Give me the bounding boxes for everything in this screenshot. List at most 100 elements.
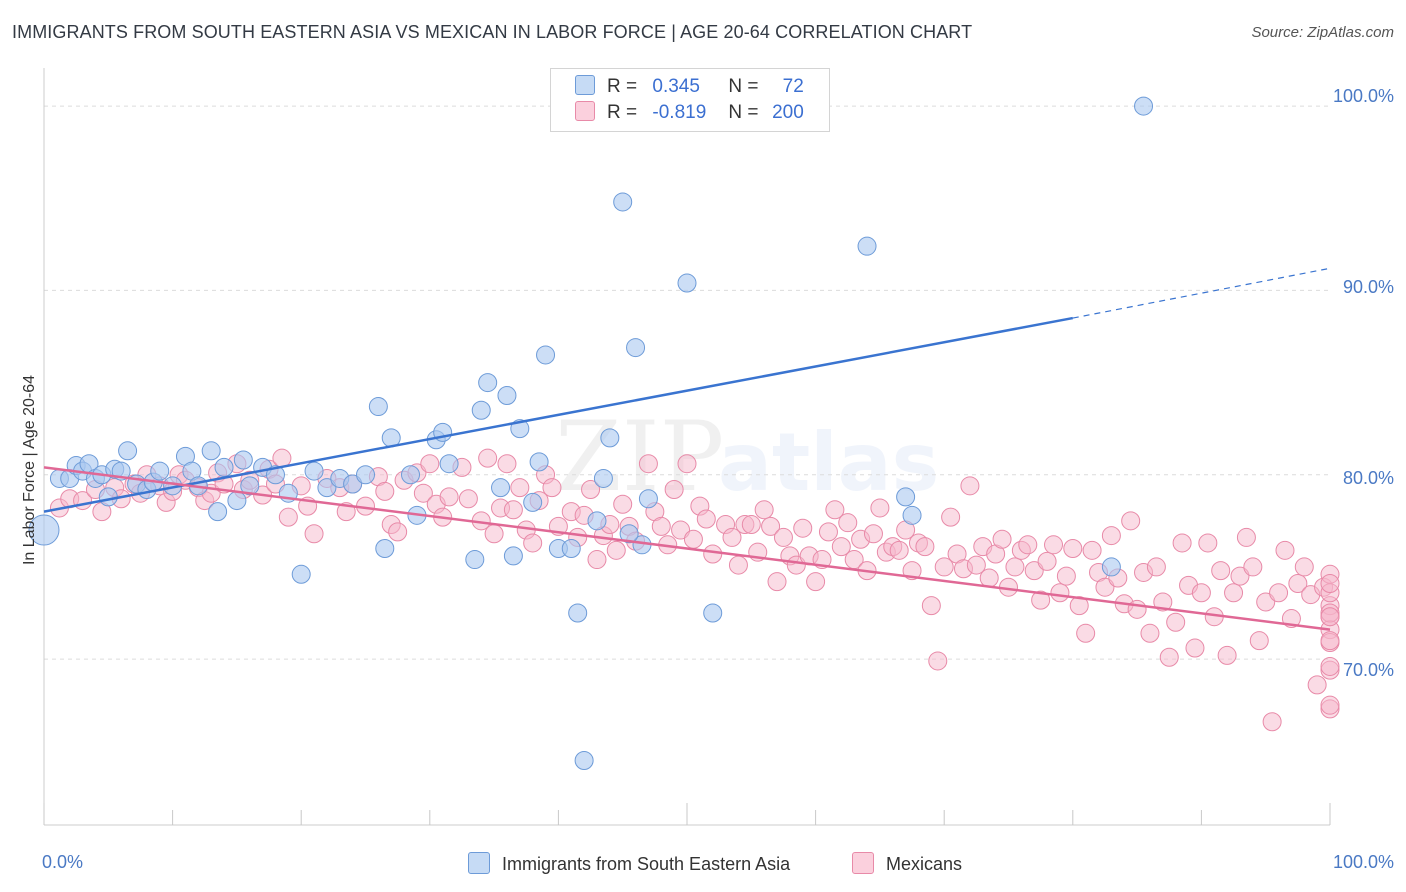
mexicans-point: [941, 507, 961, 527]
mexicans-point: [1121, 511, 1141, 531]
mexicans-point: [1262, 712, 1282, 732]
mexicans-point: [773, 527, 793, 547]
mexicans-point: [1146, 557, 1166, 577]
mexicans-point: [696, 509, 716, 529]
mexicans-point: [304, 524, 324, 544]
mexicans-point: [870, 498, 890, 518]
mexicans-point: [420, 454, 440, 474]
legend-swatch-mexicans: [575, 101, 595, 121]
sea-point: [1134, 96, 1154, 116]
sea-point: [214, 457, 234, 477]
mexicans-point: [960, 476, 980, 496]
mexicans-point: [1236, 527, 1256, 547]
mexicans-point: [754, 500, 774, 520]
chart-source: Source: ZipAtlas.com: [1251, 24, 1394, 41]
mexicans-point: [722, 527, 742, 547]
mexicans-point: [1288, 574, 1308, 594]
mexicans-point: [921, 596, 941, 616]
mexicans-point: [934, 557, 954, 577]
y-tick-80: 80.0%: [1342, 468, 1394, 488]
legend-n-label: N =: [728, 76, 759, 97]
mexicans-point: [793, 518, 813, 538]
mexicans-point: [1031, 590, 1051, 610]
mexicans-point: [1063, 538, 1083, 558]
mexicans-point: [1256, 592, 1276, 612]
sea-point: [317, 478, 337, 498]
mexicans-point: [1230, 566, 1250, 586]
sea-point: [491, 478, 511, 498]
mexicans-point: [1185, 638, 1205, 658]
mexicans-point: [1172, 533, 1192, 553]
sea-point: [227, 491, 247, 511]
mexicans-point: [1275, 540, 1295, 560]
mexicans-point: [1153, 592, 1173, 612]
mexicans-point: [1159, 647, 1179, 667]
legend-n-value-sea: 72: [782, 76, 804, 97]
mexicans-point: [375, 481, 395, 501]
mexicans-point: [703, 544, 723, 564]
mexicans-point: [1224, 583, 1244, 603]
mexicans-point: [1249, 631, 1269, 651]
mexicans-point: [606, 540, 626, 560]
y-tick-70: 70.0%: [1342, 660, 1394, 680]
mexicans-point: [278, 507, 298, 527]
mexicans-point: [484, 524, 504, 544]
mexicans-trend-line: [43, 466, 1331, 631]
sea-point: [401, 465, 421, 485]
bottom-legend-sea: Immigrants from South Eastern Asia: [468, 852, 790, 875]
mexicans-point: [889, 540, 909, 560]
mexicans-point: [806, 572, 826, 592]
trend-lines: [43, 267, 1331, 631]
sea-trend-line: [43, 316, 1074, 513]
legend-row-sea: R = 0.345 N = 72: [575, 75, 804, 101]
mexicans-point: [1243, 557, 1263, 577]
mexicans-point: [1101, 526, 1121, 546]
mexicans-point: [458, 489, 478, 509]
mexicans-point: [1044, 535, 1064, 555]
mexicans-point: [1024, 561, 1044, 581]
sea-point: [208, 502, 228, 522]
sea-point: [28, 514, 60, 546]
bottom-legend-label-mexicans: Mexicans: [886, 854, 963, 874]
y-tick-90: 90.0%: [1342, 277, 1394, 297]
sea-point: [304, 461, 324, 481]
mexicans-point: [1320, 695, 1340, 715]
watermark: ZIP atlas: [555, 401, 939, 513]
sea-point: [478, 373, 498, 393]
sea-point: [619, 524, 639, 544]
mexicans-point: [1005, 557, 1025, 577]
sea-point: [857, 236, 877, 256]
mexicans-point: [928, 651, 948, 671]
y-tick-100: 100.0%: [1332, 86, 1394, 106]
y-axis-label: In Labor Force | Age 20-64: [21, 374, 38, 566]
mexicans-point: [510, 478, 530, 498]
sea-point: [703, 603, 723, 623]
sea-point: [638, 489, 658, 509]
sea-point: [1101, 557, 1121, 577]
sea-point: [291, 564, 311, 584]
sea-point: [118, 441, 138, 461]
mexicans-point: [497, 454, 517, 474]
legend-n-label: N =: [728, 102, 759, 123]
mexicans-point: [413, 483, 433, 503]
sea-point: [439, 454, 459, 474]
sea-point: [536, 345, 556, 365]
mexicans-point: [1095, 577, 1115, 597]
mexicans-point: [1069, 596, 1089, 616]
mexicans-point: [664, 480, 684, 500]
mexicans-point: [478, 448, 498, 468]
legend-swatch-sea: [575, 75, 595, 95]
mexicans-point: [1140, 623, 1160, 643]
sea-point: [233, 450, 253, 470]
chart-title: IMMIGRANTS FROM SOUTH EASTERN ASIA VS ME…: [12, 22, 973, 42]
mexicans-point: [1166, 612, 1186, 632]
sea-point: [265, 465, 285, 485]
bottom-legend-mexicans: Mexicans: [852, 852, 962, 875]
mexicans-point: [439, 487, 459, 507]
mexicans-point: [831, 537, 851, 557]
mexicans-point: [638, 454, 658, 474]
mexicans-point: [587, 550, 607, 570]
mexicans-point: [1269, 583, 1289, 603]
legend-r-value-mexicans: -0.819: [652, 102, 707, 123]
mexicans-point: [581, 480, 601, 500]
